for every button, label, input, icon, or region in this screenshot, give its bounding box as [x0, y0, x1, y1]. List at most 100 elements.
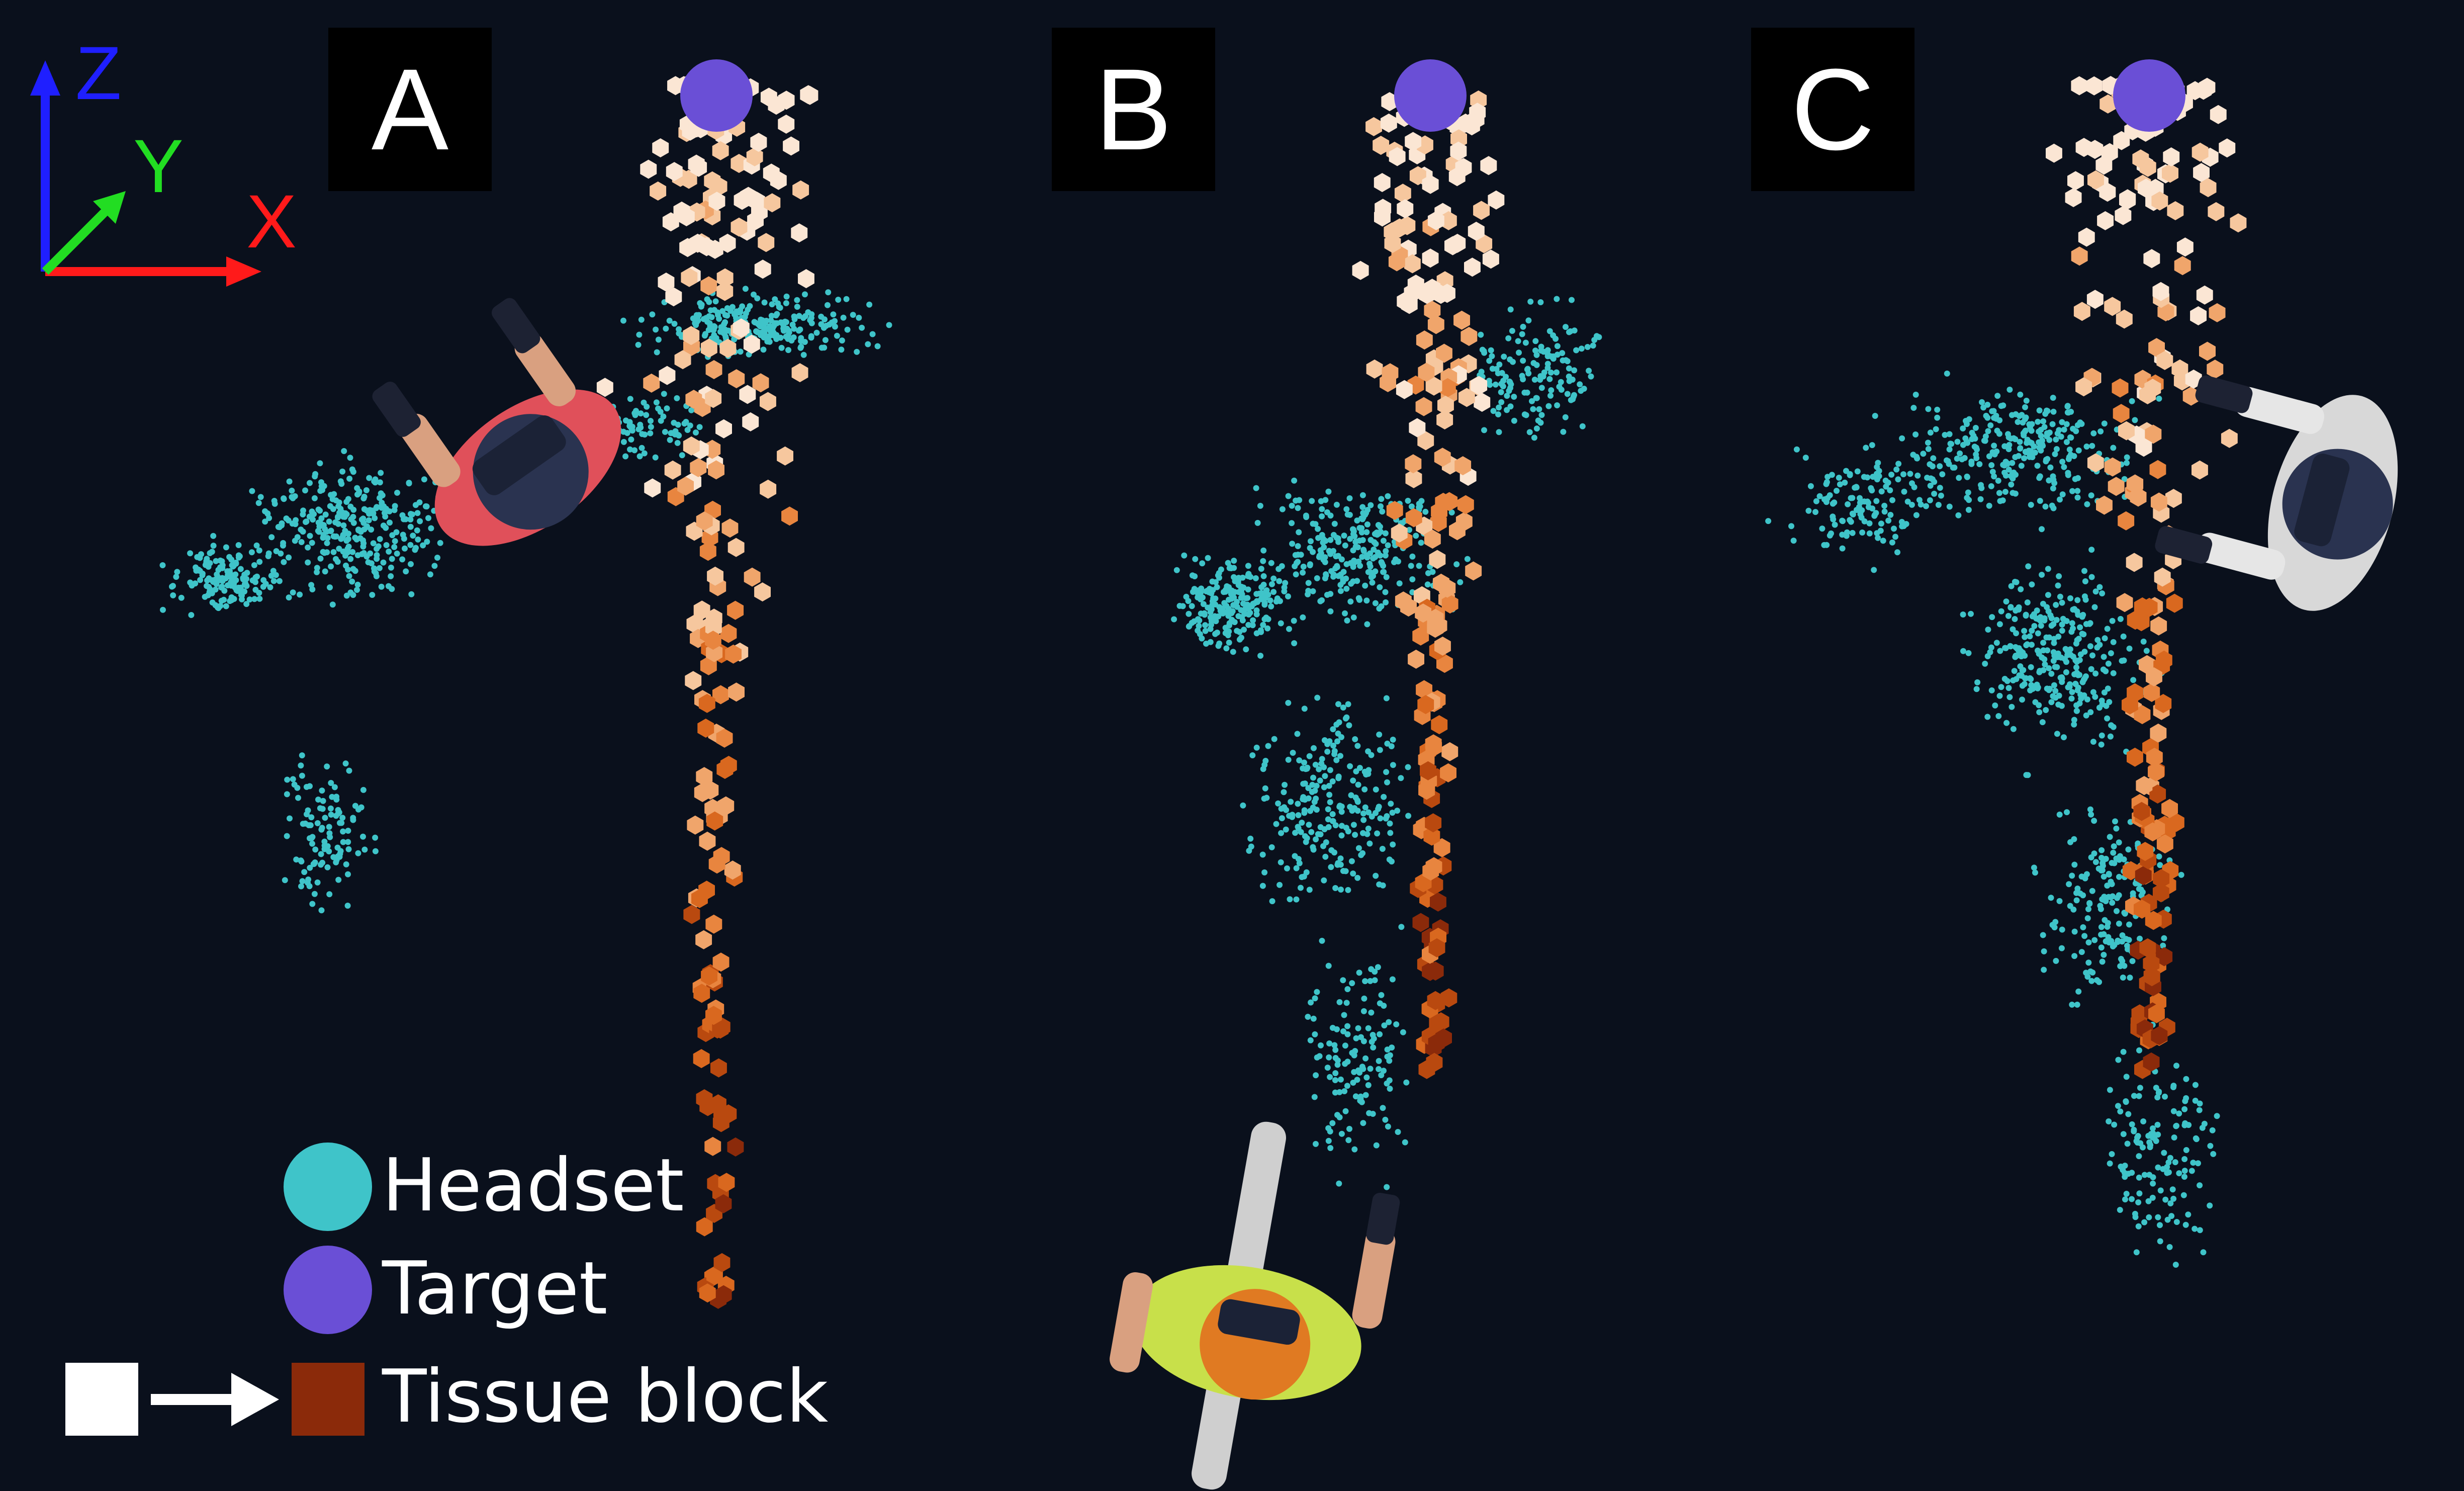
- headset-point: [698, 301, 705, 308]
- headset-point: [2068, 434, 2074, 441]
- headset-point: [2124, 460, 2130, 466]
- headset-point: [2129, 958, 2136, 964]
- headset-point: [2034, 463, 2041, 469]
- headset-point: [843, 296, 850, 302]
- headset-point: [2089, 652, 2095, 659]
- headset-point: [2017, 438, 2023, 445]
- headset-point: [1171, 616, 1177, 623]
- headset-point: [2116, 856, 2123, 863]
- headset-point: [299, 772, 305, 779]
- headset-point: [331, 491, 337, 497]
- headset-point: [1306, 887, 1313, 893]
- headset-point: [387, 519, 393, 526]
- headset-point: [731, 336, 738, 343]
- headset-point: [1336, 999, 1343, 1005]
- headset-point: [1349, 980, 1355, 987]
- headset-point: [1335, 573, 1342, 579]
- headset-point: [1358, 529, 1365, 536]
- tissue-hex: [2192, 460, 2208, 480]
- headset-point: [346, 767, 352, 774]
- headset-point: [2088, 854, 2094, 860]
- headset-point: [1963, 418, 1969, 424]
- headset-point: [227, 574, 234, 580]
- tissue-hex: [1441, 742, 1458, 761]
- headset-point: [1390, 736, 1396, 743]
- headset-point: [315, 797, 321, 803]
- headset-point: [1508, 381, 1514, 388]
- headset-point: [693, 322, 699, 328]
- headset-point: [360, 833, 366, 840]
- tissue-hex: [1480, 156, 1497, 176]
- tissue-hex: [720, 624, 737, 643]
- headset-point: [1390, 762, 1396, 768]
- headset-point: [350, 817, 356, 823]
- headset-point: [672, 428, 679, 434]
- headset-point: [399, 512, 406, 518]
- headset-point: [1337, 861, 1344, 868]
- headset-point: [192, 580, 199, 587]
- headset-point: [408, 561, 414, 567]
- headset-point: [1258, 596, 1264, 602]
- headset-point: [1409, 553, 1416, 560]
- headset-point: [1960, 648, 1966, 654]
- headset-point: [1998, 608, 2004, 615]
- headset-point: [1876, 468, 1882, 474]
- tissue-hex: [770, 170, 787, 190]
- headset-point: [1236, 636, 1243, 643]
- headset-point: [204, 556, 210, 562]
- headset-point: [1488, 347, 1494, 354]
- headset-point: [2126, 645, 2133, 652]
- headset-point: [664, 405, 670, 412]
- headset-point: [695, 312, 701, 319]
- headset-point: [2082, 875, 2088, 882]
- headset-point: [249, 488, 255, 494]
- headset-point: [1507, 306, 1514, 313]
- tissue-hex: [2135, 437, 2152, 457]
- headset-point: [2106, 1118, 2112, 1124]
- headset-point: [1260, 622, 1266, 628]
- tissue-hex: [1461, 327, 1478, 346]
- headset-point: [2028, 682, 2035, 688]
- headset-point: [340, 828, 346, 835]
- headset-point: [1324, 1065, 1331, 1071]
- headset-point: [660, 413, 667, 420]
- headset-point: [1885, 517, 1892, 524]
- headset-point: [761, 327, 767, 333]
- headset-point: [328, 812, 334, 818]
- headset-point: [1847, 517, 1853, 523]
- headset-point: [1343, 575, 1349, 582]
- headset-point: [212, 586, 219, 593]
- headset-point: [2002, 489, 2009, 495]
- headset-point: [2035, 647, 2041, 654]
- headset-point: [2039, 442, 2046, 448]
- tissue-hex: [1434, 448, 1451, 467]
- tissue-hex: [1471, 376, 1488, 395]
- headset-point: [1343, 585, 1350, 592]
- headset-point: [1321, 764, 1327, 770]
- headset-point: [322, 526, 328, 533]
- tissue-hex: [792, 180, 809, 200]
- headset-point: [335, 513, 341, 520]
- headset-point: [2024, 599, 2031, 605]
- headset-point: [2183, 1076, 2189, 1082]
- headset-point: [301, 869, 308, 875]
- headset-point: [244, 570, 250, 576]
- tissue-hex: [2136, 776, 2153, 796]
- headset-point: [293, 856, 300, 863]
- headset-point: [1965, 489, 1971, 496]
- headset-point: [1947, 441, 1954, 447]
- headset-point: [1377, 815, 1384, 822]
- headset-point: [751, 291, 757, 298]
- tissue-hex: [1384, 222, 1401, 242]
- headset-point: [1322, 575, 1328, 581]
- headset-point: [1946, 446, 1953, 453]
- tissue-hex: [2149, 460, 2166, 479]
- headset-point: [2164, 1216, 2171, 1223]
- headset-point: [2197, 1100, 2203, 1107]
- headset-point: [717, 328, 723, 335]
- headset-point: [2035, 418, 2041, 425]
- tissue-hex: [652, 138, 669, 157]
- tissue-hex: [1441, 492, 1458, 511]
- headset-point: [2088, 666, 2094, 672]
- headset-point: [2044, 685, 2050, 692]
